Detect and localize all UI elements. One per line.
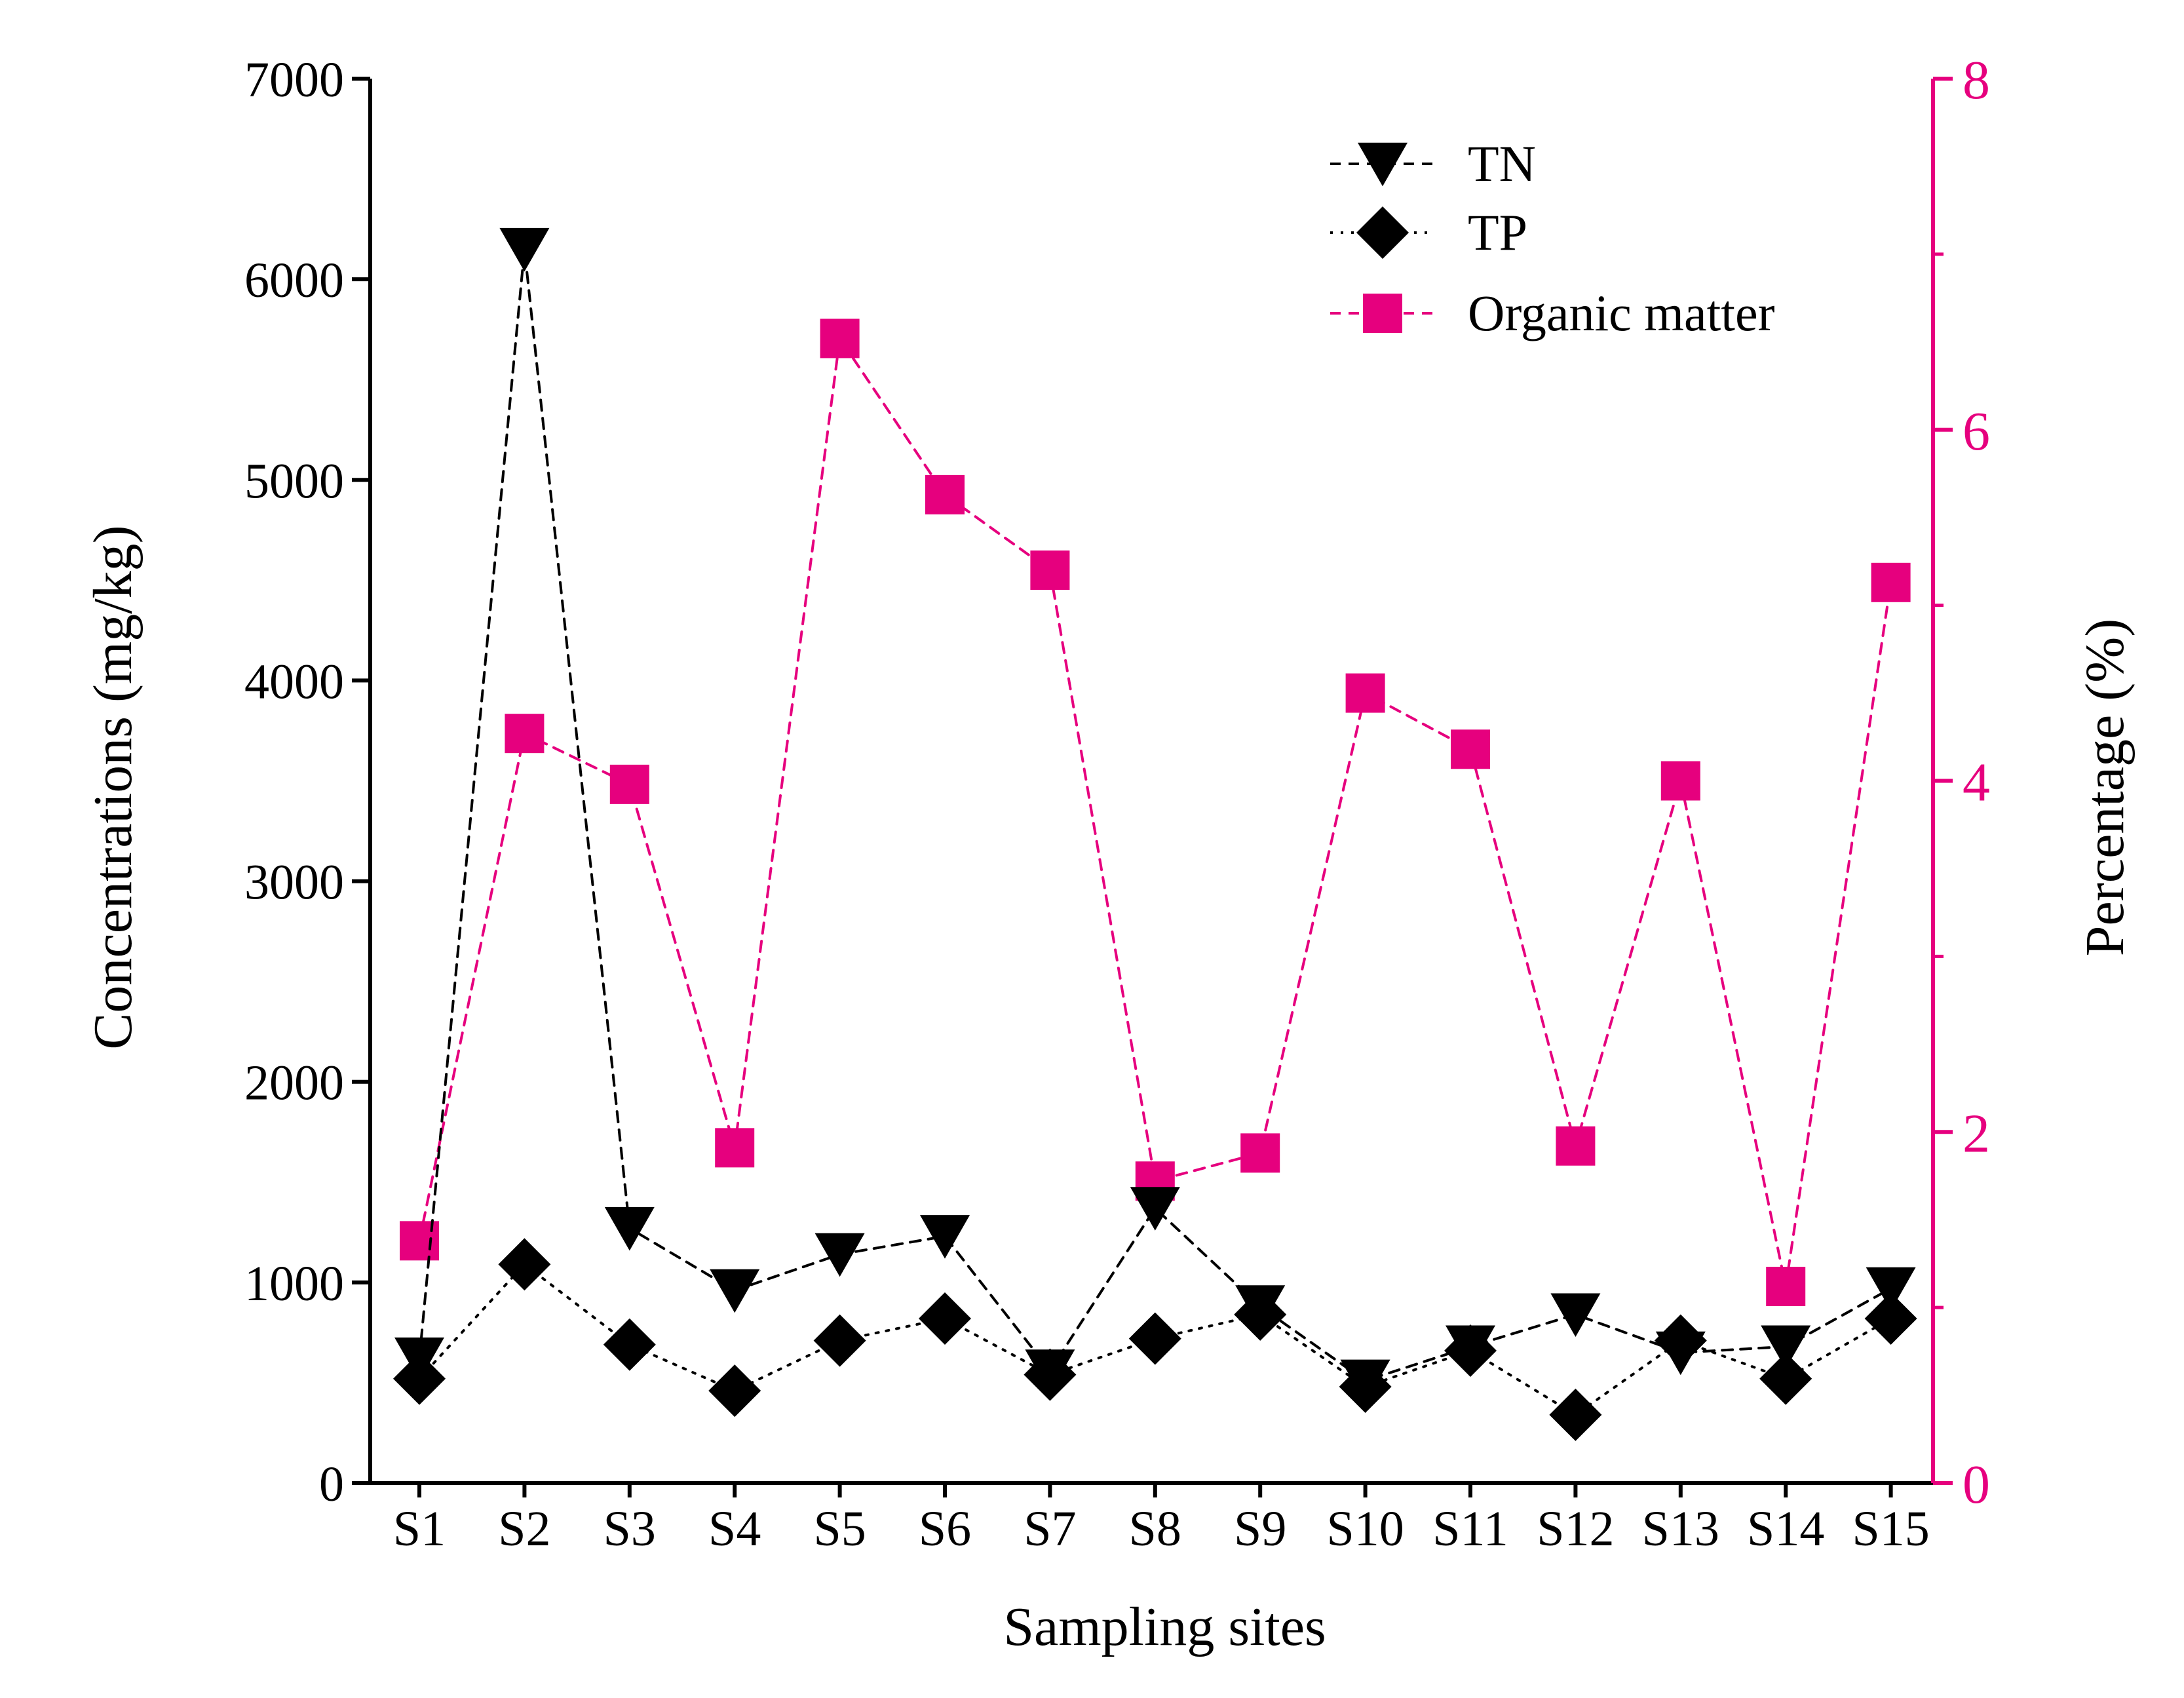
y-tick-label: 0 xyxy=(319,1457,344,1512)
x-tick-label: S7 xyxy=(1024,1501,1076,1556)
y2-tick-label: 6 xyxy=(1963,401,1990,462)
data-point-tn xyxy=(499,227,550,272)
data-point-tn xyxy=(1761,1325,1811,1370)
x-tick-label: S6 xyxy=(919,1501,971,1556)
data-point-tp xyxy=(1759,1352,1812,1405)
legend-item-organic-matter: Organic matter xyxy=(1330,284,1775,341)
grid-layer: 0 1000 2000 3000 4000 5000 6000 7000 0 2 4 6 8 S1 S2 S3… xyxy=(244,50,1990,1556)
data-point-organic-matter xyxy=(1660,761,1700,801)
y2-tick-label: 8 xyxy=(1963,50,1990,111)
legend: TN TP Organic matter xyxy=(1330,135,1775,341)
legend-label-tp: TP xyxy=(1468,204,1527,261)
y2-axis-title: Percentage (%) xyxy=(2075,619,2136,956)
data-point-organic-matter xyxy=(925,474,965,514)
legend-item-tn: TN xyxy=(1330,135,1536,192)
data-point-tn xyxy=(1130,1187,1180,1231)
data-point-tn xyxy=(710,1269,760,1313)
x-tick-label: S10 xyxy=(1326,1501,1404,1556)
y-tick-label: 3000 xyxy=(244,855,344,910)
series-line-tp xyxy=(418,1262,1892,1417)
x-tick-label: S13 xyxy=(1642,1501,1719,1556)
data-point-tp xyxy=(708,1364,761,1418)
y-tick-label: 1000 xyxy=(244,1256,344,1311)
data-point-tn xyxy=(814,1233,865,1277)
data-point-organic-matter xyxy=(1345,673,1385,713)
data-point-tn xyxy=(920,1215,970,1259)
x-tick-label: S4 xyxy=(708,1501,761,1556)
x-tick-label: S11 xyxy=(1432,1501,1508,1556)
x-tick-label: S15 xyxy=(1852,1501,1929,1556)
series-tn xyxy=(394,227,1916,1404)
data-point-tp xyxy=(1234,1288,1287,1341)
data-point-organic-matter xyxy=(1871,562,1911,602)
y2-tick-label: 0 xyxy=(1963,1454,1990,1515)
y2-tick-label: 4 xyxy=(1963,752,1990,813)
data-point-organic-matter xyxy=(1240,1133,1280,1173)
data-point-tp xyxy=(1128,1312,1181,1365)
y-tick-label: 5000 xyxy=(244,453,344,509)
y-tick-label: 6000 xyxy=(244,253,344,308)
legend-marker-tp xyxy=(1356,206,1409,259)
data-point-tp xyxy=(919,1292,971,1345)
data-point-tp xyxy=(1024,1348,1077,1401)
series-tp xyxy=(393,1238,1917,1441)
data-point-organic-matter xyxy=(1556,1126,1596,1166)
y-tick-label: 4000 xyxy=(244,654,344,709)
series-line-organic-matter xyxy=(418,334,1892,1287)
series-layer xyxy=(393,227,1917,1441)
data-point-organic-matter xyxy=(505,714,545,754)
x-tick-label: S2 xyxy=(498,1501,550,1556)
x-axis-title: Sampling sites xyxy=(1003,1596,1326,1657)
data-point-tp xyxy=(393,1352,446,1405)
y2-tick-label: 2 xyxy=(1963,1103,1990,1164)
data-point-organic-matter xyxy=(820,318,860,358)
x-tick-label: S12 xyxy=(1537,1501,1614,1556)
y-axis-title: Concentrations (mg/kg) xyxy=(83,525,144,1049)
data-point-tp xyxy=(1864,1292,1917,1345)
data-point-tp xyxy=(1339,1360,1392,1414)
legend-label-tn: TN xyxy=(1468,135,1536,192)
x-tick-label: S9 xyxy=(1234,1501,1286,1556)
data-point-tp xyxy=(813,1314,866,1367)
y-tick-label: 7000 xyxy=(244,52,344,107)
data-point-organic-matter xyxy=(1451,729,1490,769)
y-tick-label: 2000 xyxy=(244,1056,344,1111)
data-point-tp xyxy=(1654,1314,1707,1367)
data-point-organic-matter xyxy=(715,1128,755,1168)
legend-label-organic-matter: Organic matter xyxy=(1468,284,1775,341)
data-point-tp xyxy=(1549,1388,1602,1441)
data-point-tp xyxy=(603,1318,656,1371)
data-point-organic-matter xyxy=(609,764,649,804)
x-tick-label: S14 xyxy=(1747,1501,1824,1556)
series-line-tn xyxy=(418,249,1892,1383)
data-point-organic-matter xyxy=(1030,550,1070,590)
data-point-tn xyxy=(1866,1267,1916,1311)
data-point-tn xyxy=(604,1206,655,1251)
series-organic-matter xyxy=(400,318,1911,1306)
x-tick-label: S3 xyxy=(603,1501,656,1556)
x-tick-label: S1 xyxy=(393,1501,446,1556)
data-point-tp xyxy=(498,1238,551,1291)
legend-marker-tn xyxy=(1358,142,1408,187)
legend-item-tp: TP xyxy=(1330,204,1527,261)
legend-marker-organic-matter xyxy=(1363,294,1402,333)
data-point-tp xyxy=(1444,1324,1497,1377)
x-tick-label: S8 xyxy=(1129,1501,1181,1556)
data-point-organic-matter xyxy=(1766,1266,1806,1306)
x-tick-label: S5 xyxy=(813,1501,866,1556)
data-point-tn xyxy=(1550,1293,1601,1338)
